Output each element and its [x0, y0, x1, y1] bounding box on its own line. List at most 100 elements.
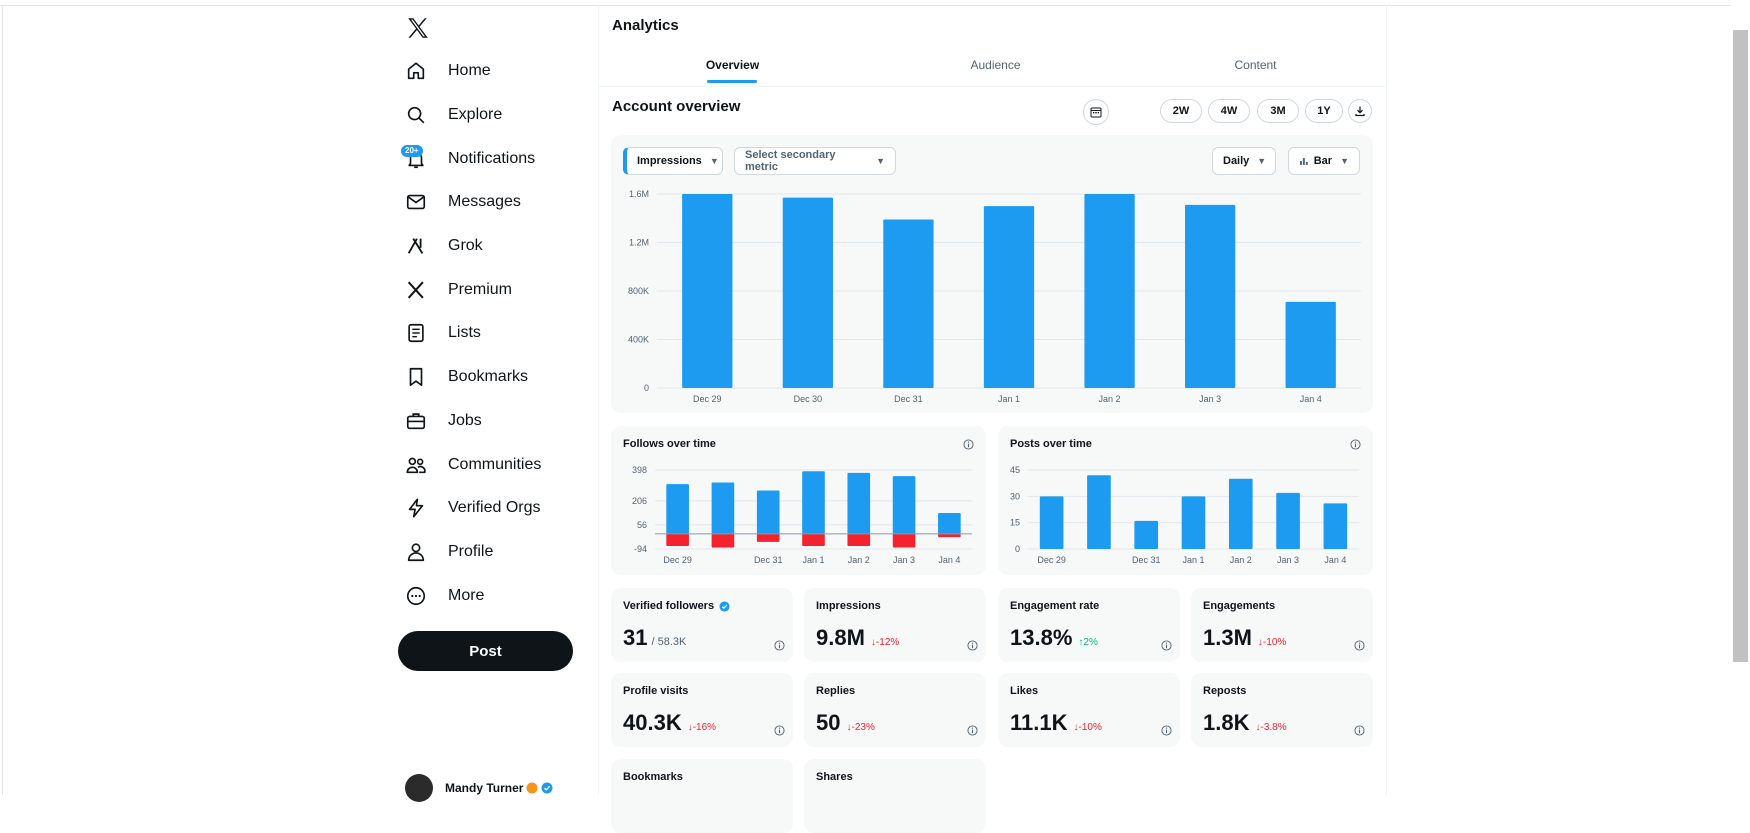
chart-bar [892, 476, 916, 534]
metric-card-engagements: Engagements 1.3M ↓-10% [1191, 588, 1373, 662]
notification-badge: 20+ [401, 145, 423, 157]
x-tick-label: Dec 31 [1132, 555, 1161, 565]
calendar-button[interactable] [1083, 99, 1109, 125]
sidebar-item-label: Profile [448, 543, 494, 560]
chart-bar [711, 533, 735, 548]
chart-bar [1228, 478, 1253, 549]
x-tick-label: Jan 4 [1300, 394, 1322, 404]
sidebar-item-more[interactable]: More [405, 579, 484, 613]
list-icon [405, 322, 427, 344]
sidebar-item-label: Notifications [448, 150, 536, 167]
metric-label: Bookmarks [623, 771, 683, 783]
metric-card-verified-followers: Verified followers 31/ 58.3K [611, 588, 793, 662]
main-column [598, 5, 1387, 795]
info-icon[interactable] [967, 640, 978, 651]
chart-bar [1276, 492, 1300, 549]
x-tick-label: Dec 30 [794, 394, 823, 404]
info-icon[interactable] [967, 725, 978, 736]
sidebar-item-label: Lists [448, 324, 481, 341]
secondary-metric-label: Select secondary metric [745, 149, 836, 173]
primary-metric-dropdown[interactable]: Impressions ▼ [623, 147, 723, 175]
sidebar-item-explore[interactable]: Explore [405, 98, 502, 132]
chart-bar [756, 533, 780, 542]
y-tick-label: 0 [644, 383, 649, 393]
info-icon[interactable] [1161, 640, 1172, 651]
sidebar-item-notifications[interactable]: 20+ Notifications [401, 142, 536, 176]
x-logo-icon[interactable] [405, 15, 431, 41]
download-icon [1355, 106, 1365, 117]
tab-audience[interactable]: Audience [970, 58, 1021, 72]
sidebar-item-label: Explore [448, 106, 503, 123]
chart-type-dropdown[interactable]: Bar ▼ [1288, 147, 1360, 175]
x-tick-label: Dec 29 [1037, 555, 1066, 565]
info-icon[interactable] [774, 725, 785, 736]
avatar [405, 774, 433, 802]
sidebar-item-profile[interactable]: Profile [405, 535, 493, 569]
sidebar-item-label: Bookmarks [448, 368, 529, 385]
chart-bar [983, 206, 1035, 388]
metric-label: Replies [816, 685, 856, 697]
metric-label: Verified followers [623, 600, 715, 612]
chevron-down-icon: ▼ [1340, 156, 1349, 166]
post-button[interactable]: Post [398, 631, 573, 671]
x-tick-label: Jan 2 [848, 555, 870, 565]
sidebar-item-lists[interactable]: Lists [405, 316, 481, 350]
sidebar-item-home[interactable]: Home [405, 54, 491, 88]
sidebar-item-communities[interactable]: Communities [405, 448, 541, 482]
page-title: Analytics [612, 17, 679, 34]
metric-delta: ↓-10% [1257, 637, 1287, 648]
y-tick-label: 1.6M [629, 189, 649, 199]
tab-overview[interactable]: Overview [705, 58, 760, 72]
chart-bar [666, 533, 689, 546]
chart-bar [938, 513, 961, 534]
tab-content[interactable]: Content [1234, 58, 1277, 72]
range-4w-button[interactable]: 4W [1208, 99, 1250, 123]
range-1y-button[interactable]: 1Y [1305, 99, 1343, 123]
info-icon[interactable] [963, 439, 974, 450]
calendar-icon [1090, 107, 1102, 118]
range-3m-button[interactable]: 3M [1257, 99, 1299, 123]
metric-card-reposts: Reposts 1.8K ↓-3.8% [1191, 673, 1373, 747]
info-icon[interactable] [1161, 725, 1172, 736]
info-icon[interactable] [1354, 725, 1365, 736]
x-tick-label: Jan 1 [1182, 555, 1204, 565]
info-icon[interactable] [774, 640, 785, 651]
user-account-switcher[interactable]: Mandy Turner [405, 774, 553, 802]
sidebar-item-label: Verified Orgs [448, 499, 541, 516]
sidebar-item-grok[interactable]: Grok [405, 229, 483, 263]
mail-icon [405, 191, 427, 213]
impressions-bar-chart: 0 400K 800K 1.2M 1.6M Dec 29 Dec 30 Dec 31 Jan 1… [628, 189, 1361, 404]
chart-type-label: Bar [1313, 155, 1333, 167]
download-button[interactable] [1348, 99, 1372, 123]
sidebar-item-premium[interactable]: Premium [405, 273, 512, 307]
info-icon[interactable] [1354, 640, 1365, 651]
y-tick-label: 206 [632, 496, 647, 506]
metric-delta: ↓-10% [1073, 722, 1102, 733]
chevron-down-icon: ▼ [876, 156, 885, 166]
briefcase-icon [405, 410, 427, 432]
secondary-metric-dropdown[interactable]: Select secondary metric ▼ [734, 147, 896, 175]
top-border [0, 5, 1750, 6]
metric-label: Reposts [1203, 685, 1247, 697]
y-tick-label: 800K [628, 286, 649, 296]
interval-dropdown[interactable]: Daily ▼ [1212, 147, 1276, 175]
sidebar-item-label: Grok [448, 237, 483, 254]
x-tick-label: Jan 2 [1230, 555, 1252, 565]
user-name: Mandy Turner [445, 781, 524, 795]
x-tick-label: Jan 3 [1277, 555, 1299, 565]
metric-value: 11.1K [1010, 710, 1068, 735]
range-2w-button[interactable]: 2W [1160, 99, 1202, 123]
x-tick-label: Jan 4 [1324, 555, 1346, 565]
y-tick-label: 400K [628, 335, 649, 345]
sidebar-item-jobs[interactable]: Jobs [405, 404, 482, 438]
chart-bar [711, 482, 735, 534]
sidebar-item-bookmarks[interactable]: Bookmarks [405, 360, 528, 394]
x-tick-label: Dec 31 [754, 555, 783, 565]
scrollbar-thumb[interactable] [1733, 30, 1748, 662]
info-icon[interactable] [1350, 439, 1361, 450]
sidebar-item-verified-orgs[interactable]: Verified Orgs [405, 491, 540, 525]
chart-bar [1185, 204, 1236, 388]
chevron-down-icon: ▼ [1257, 156, 1267, 166]
active-tab-indicator [707, 80, 757, 83]
sidebar-item-messages[interactable]: Messages [405, 185, 521, 219]
